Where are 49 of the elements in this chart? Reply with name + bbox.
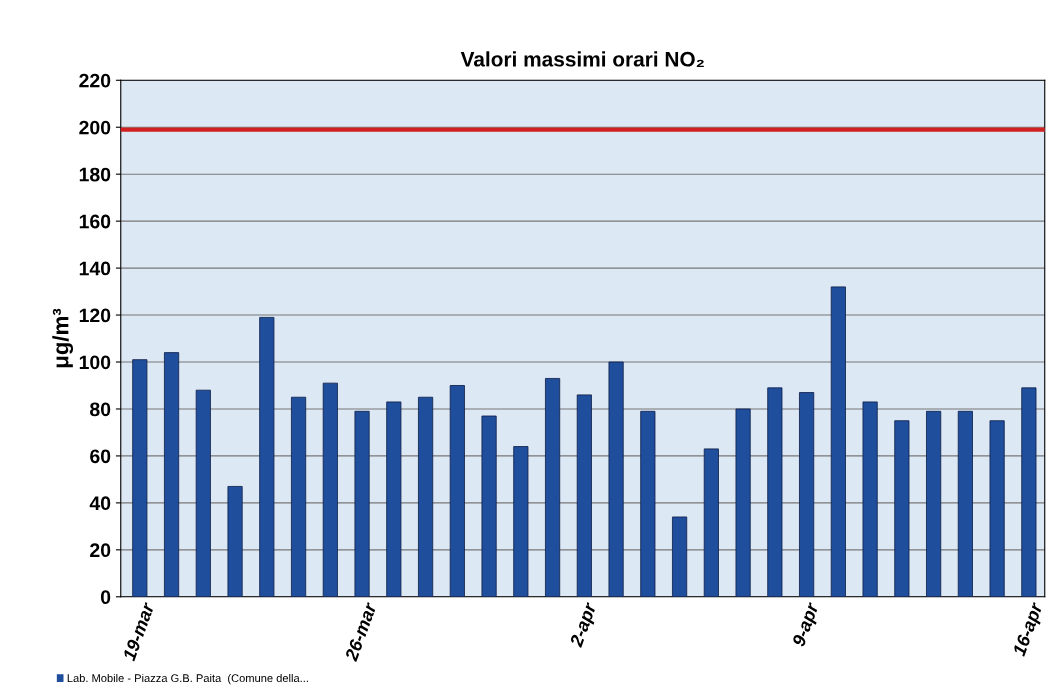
bar <box>386 401 402 597</box>
bar <box>894 420 910 597</box>
bar <box>576 394 592 597</box>
bar <box>418 396 434 597</box>
bar <box>291 396 307 597</box>
bar <box>545 378 561 597</box>
y-tick-label: 60 <box>90 449 111 464</box>
y-tick-label: 20 <box>90 543 111 558</box>
y-tick-label: 140 <box>79 261 111 276</box>
x-tick-label: 9-apr <box>791 601 823 649</box>
bar <box>862 401 878 597</box>
x-tick-label: 16-apr <box>1012 601 1047 659</box>
y-axis-title: μg/m³ <box>52 308 74 368</box>
y-tick-label: 180 <box>79 167 111 182</box>
bar <box>608 361 624 597</box>
bar <box>227 486 243 597</box>
y-tick-label: 100 <box>79 355 111 370</box>
bar <box>830 286 846 597</box>
bar <box>957 410 973 597</box>
y-tick-label: 40 <box>89 496 111 511</box>
y-tick-label: 0 <box>100 590 111 605</box>
bar <box>1021 387 1037 597</box>
bar <box>640 410 656 597</box>
bar <box>449 385 465 597</box>
bar <box>735 408 751 597</box>
bar <box>703 448 719 597</box>
bar <box>132 359 148 597</box>
bar <box>163 352 180 597</box>
bar <box>672 516 688 597</box>
bar <box>989 420 1005 597</box>
bar <box>481 415 497 597</box>
chart-title: Valori massimi orari NO₂ <box>460 51 704 68</box>
y-tick-label: 80 <box>90 402 111 417</box>
legend-label: Lab. Mobile - Piazza G.B. Paita (Comune della... <box>67 673 308 685</box>
x-tick-label: 19-mar <box>122 601 155 662</box>
y-tick-label: 220 <box>79 73 111 88</box>
bar <box>259 316 275 597</box>
y-tick-label: 120 <box>79 308 111 323</box>
bar <box>767 387 783 597</box>
bar <box>513 446 529 597</box>
bar <box>799 392 815 597</box>
x-tick-label: 26-mar <box>344 601 378 663</box>
x-tick-label: 2-apr <box>569 601 601 650</box>
bar <box>354 410 370 597</box>
y-tick-label: 160 <box>79 214 111 229</box>
bar <box>195 389 211 597</box>
bar <box>926 410 942 597</box>
bar <box>322 382 338 597</box>
y-tick-label: 200 <box>79 120 111 135</box>
